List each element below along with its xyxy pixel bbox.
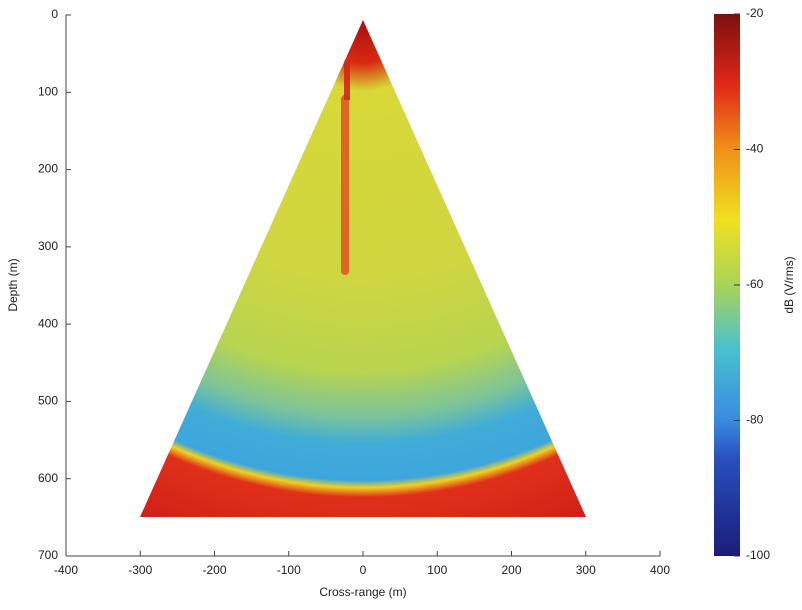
x-tick-label: 100 <box>427 563 447 577</box>
x-tick-label: -200 <box>202 563 226 577</box>
y-axis-label: Depth (m) <box>6 258 20 311</box>
sonar-image <box>140 20 586 517</box>
colorbar-tick-label: -20 <box>746 6 764 20</box>
x-tick-label: -300 <box>128 563 152 577</box>
colorbar-tick-label: -80 <box>746 413 764 427</box>
y-tick-label: 0 <box>51 7 58 21</box>
y-tick-label: 500 <box>38 394 58 408</box>
colorbar-tick-label: -100 <box>746 548 770 562</box>
y-tick-label: 700 <box>38 548 58 562</box>
colorbar-tick-label: -60 <box>746 277 764 291</box>
x-axis-label: Cross-range (m) <box>319 585 406 599</box>
y-tick-label: 200 <box>38 162 58 176</box>
x-tick-label: -400 <box>54 563 78 577</box>
x-tick-label: 400 <box>650 563 670 577</box>
y-tick-label: 400 <box>38 316 58 330</box>
colorbar-tick-label: -40 <box>746 142 764 156</box>
y-tick-label: 300 <box>38 239 58 253</box>
x-tick-label: 200 <box>501 563 521 577</box>
y-tick-label: 600 <box>38 471 58 485</box>
colorbar-label: dB (V/rms) <box>782 256 796 313</box>
x-tick-label: 300 <box>576 563 596 577</box>
x-tick-label: -100 <box>277 563 301 577</box>
y-tick-label: 100 <box>38 84 58 98</box>
x-tick-label: 0 <box>360 563 367 577</box>
